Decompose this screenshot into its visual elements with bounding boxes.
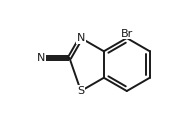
Text: N: N [77, 33, 85, 43]
Text: S: S [77, 86, 84, 96]
Text: N: N [37, 53, 46, 63]
Text: Br: Br [121, 29, 133, 38]
